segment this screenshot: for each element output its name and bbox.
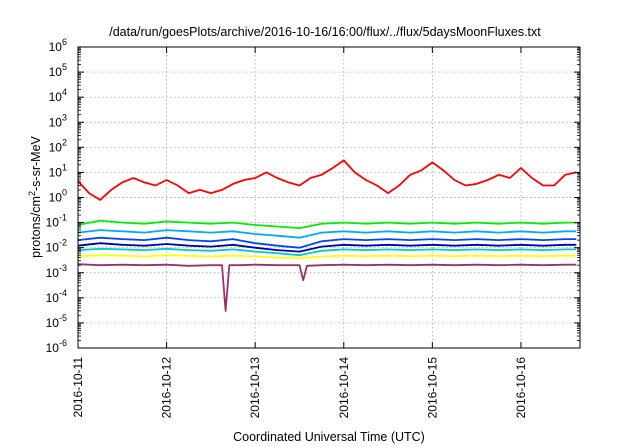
y-tick-label: 10-1 [46, 213, 67, 230]
y-tick-label: 10-3 [46, 263, 67, 280]
series-line-5 [77, 242, 577, 253]
y-tick-label: 104 [49, 87, 67, 104]
x-tick-label: 2016-10-14 [337, 357, 351, 419]
series-line-1 [77, 159, 577, 201]
y-axis-label: protons/cm2-s-sr-MeV [27, 135, 43, 257]
y-tick-label: 10-5 [46, 313, 67, 330]
y-tick-label: 10-6 [46, 338, 67, 355]
x-tick-label: 2016-10-16 [514, 357, 528, 419]
y-tick-label: 103 [49, 112, 67, 129]
series-line-8 [77, 263, 577, 312]
y-tick-label: 10-2 [46, 238, 67, 255]
grid [78, 47, 580, 348]
x-axis-label: Coordinated Universal Time (UTC) [233, 430, 425, 444]
y-tick-label: 105 [49, 62, 67, 79]
x-tick-label: 2016-10-13 [248, 357, 262, 419]
series-layer [77, 159, 577, 312]
series-line-3 [77, 229, 577, 239]
series-line-4 [77, 236, 577, 249]
y-tick-label: 102 [49, 137, 67, 154]
y-tick-label: 100 [49, 188, 67, 205]
chart-title: /data/run/goesPlots/archive/2016-10-16/1… [109, 25, 541, 39]
x-tick-label: 2016-10-12 [160, 357, 174, 419]
y-tick-label: 101 [49, 162, 67, 179]
series-line-7 [77, 254, 577, 260]
x-tick-label: 2016-10-15 [425, 357, 439, 419]
axes: 10-6 10-5 10-4 10-3 10-2 10-1 100 101 102 103 104 1… [46, 37, 580, 418]
y-tick-label: 10-4 [46, 288, 67, 305]
series-line-6 [77, 247, 577, 257]
plot-frame [77, 46, 581, 349]
series-line-2 [77, 219, 577, 230]
x-tick-label: 2016-10-11 [71, 357, 85, 418]
y-tick-label: 106 [49, 37, 67, 54]
